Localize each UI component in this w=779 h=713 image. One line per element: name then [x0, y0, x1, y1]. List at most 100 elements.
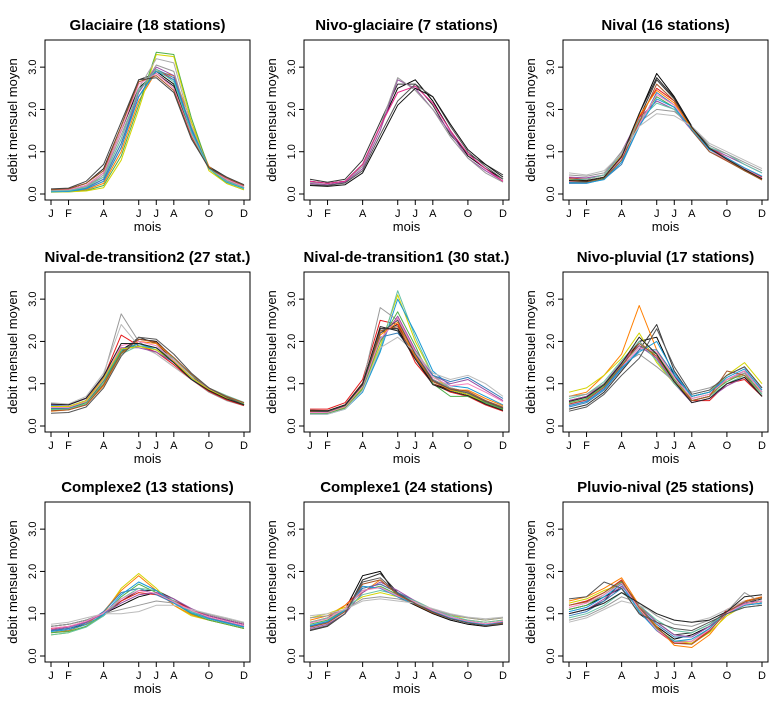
y-tick-label: 3.0	[27, 291, 39, 306]
y-axis-label: debit mensuel moyen	[5, 520, 20, 644]
x-tick-label: A	[429, 670, 437, 682]
x-tick-label: A	[100, 208, 108, 220]
x-tick-label: J	[136, 670, 142, 682]
series-line	[51, 346, 245, 407]
x-tick-label: D	[499, 440, 507, 452]
series-line	[310, 336, 504, 415]
y-tick-label: 3.0	[27, 521, 39, 536]
x-tick-label: D	[758, 440, 766, 452]
x-tick-label: F	[583, 440, 590, 452]
y-tick-label: 0.0	[27, 418, 39, 433]
series-line	[568, 108, 763, 177]
y-tick-label: 0.0	[545, 418, 557, 433]
x-tick-label: A	[688, 670, 696, 682]
y-tick-label: 3.0	[545, 59, 557, 74]
y-tick-label: 1.0	[545, 144, 557, 159]
chart-panel: Nival-de-transition2 (27 stat.) 0.0 1.0 2.0…	[5, 249, 251, 466]
x-tick-label: J	[395, 208, 401, 220]
x-tick-label: O	[205, 670, 214, 682]
x-tick-label: J	[154, 440, 160, 452]
x-axis-label: mois	[393, 681, 421, 696]
y-axis-label: debit mensuel moyen	[5, 58, 20, 182]
y-axis-label: debit mensuel moyen	[264, 290, 279, 414]
x-axis-label: mois	[652, 451, 680, 466]
series-line	[309, 598, 504, 620]
y-tick-label: 0.0	[286, 186, 298, 201]
x-tick-label: O	[205, 208, 214, 220]
y-tick-label: 1.0	[27, 606, 39, 621]
x-tick-label: J	[307, 440, 313, 452]
x-tick-label: A	[359, 208, 367, 220]
chart-title: Glaciaire (18 stations)	[70, 17, 226, 34]
chart-panel: Nival-de-transition1 (30 stat.) 0.0 1.0 2.0…	[264, 249, 510, 466]
series-line	[51, 347, 245, 406]
chart-panel: Pluvio-nival (25 stations)0.01.02.03.0J F…	[523, 479, 769, 696]
x-tick-label: A	[170, 670, 178, 682]
series-line	[50, 592, 245, 631]
x-tick-label: J	[48, 440, 54, 452]
y-tick-label: 0.0	[545, 648, 557, 663]
x-tick-label: J	[566, 440, 572, 452]
x-tick-label: A	[170, 208, 178, 220]
series-line	[50, 600, 245, 627]
series-line	[50, 590, 245, 629]
x-tick-label: F	[65, 208, 72, 220]
series-line	[568, 347, 763, 406]
chart-panel: Complexe2 (13 stations)0.01.02.03.0J F A J J…	[5, 479, 251, 696]
chart-panel: Nivo-pluvial (17 stations)0.01.02.03.0J F…	[523, 249, 769, 466]
series-line	[309, 87, 504, 187]
x-tick-label: F	[583, 208, 590, 220]
chart-title: Complexe1 (24 stations)	[320, 479, 493, 496]
series-line	[310, 326, 504, 412]
x-tick-label: J	[413, 670, 419, 682]
y-tick-label: 2.0	[545, 564, 557, 579]
x-axis-label: mois	[134, 219, 162, 234]
x-tick-label: A	[100, 670, 108, 682]
x-axis-label: mois	[393, 451, 421, 466]
y-axis-label: debit mensuel moyen	[264, 520, 279, 644]
y-tick-label: 2.0	[286, 334, 298, 349]
series-line	[51, 340, 245, 408]
x-tick-label: A	[688, 440, 696, 452]
y-tick-label: 0.0	[286, 648, 298, 663]
plot-frame	[562, 39, 769, 201]
series-line	[568, 113, 763, 176]
x-tick-label: F	[65, 440, 72, 452]
series-line	[309, 83, 504, 186]
y-axis-label: debit mensuel moyen	[5, 290, 20, 414]
x-tick-label: D	[499, 208, 507, 220]
x-tick-label: A	[429, 208, 437, 220]
y-tick-label: 3.0	[545, 521, 557, 536]
y-axis-label: debit mensuel moyen	[523, 520, 538, 644]
x-axis-label: mois	[134, 451, 162, 466]
series-line	[50, 70, 245, 193]
x-tick-label: D	[240, 670, 248, 682]
plot-frame	[303, 271, 510, 433]
x-tick-label: J	[566, 208, 572, 220]
x-tick-label: J	[136, 208, 142, 220]
y-tick-label: 3.0	[286, 59, 298, 74]
y-tick-label: 2.0	[27, 564, 39, 579]
series-line	[568, 581, 763, 632]
series-line	[309, 83, 504, 183]
x-tick-label: O	[464, 670, 473, 682]
x-tick-label: J	[154, 208, 160, 220]
x-tick-label: O	[723, 670, 732, 682]
series-line	[50, 604, 245, 625]
series-line	[568, 77, 763, 182]
x-tick-label: O	[205, 440, 214, 452]
series-line	[50, 343, 245, 407]
series-line	[568, 336, 763, 404]
chart-panel: Complexe1 (24 stations)0.01.02.03.0J F A J J…	[264, 479, 510, 696]
chart-title: Nivo-pluvial (17 stations)	[577, 249, 755, 266]
y-tick-label: 3.0	[27, 59, 39, 74]
x-tick-label: J	[413, 208, 419, 220]
y-tick-label: 2.0	[286, 564, 298, 579]
series-line	[568, 343, 763, 405]
series-line	[50, 77, 245, 190]
series-line	[309, 307, 504, 412]
x-tick-label: O	[723, 440, 732, 452]
x-axis-label: mois	[652, 681, 680, 696]
x-axis-label: mois	[393, 219, 421, 234]
